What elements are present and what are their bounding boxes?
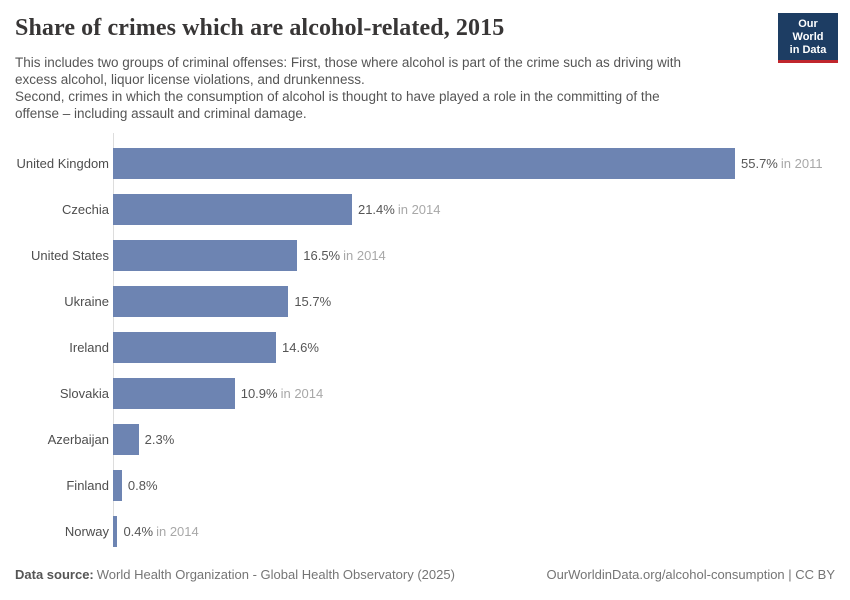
value-label: 2.3% [145, 432, 175, 447]
bar-row: Finland 0.8% [0, 462, 850, 508]
bar[interactable] [113, 285, 289, 317]
subtitle-line: excess alcohol, liquor license violation… [15, 72, 365, 87]
bar-row: Azerbaijan 2.3% [0, 416, 850, 462]
value-percent: 16.5% [303, 247, 341, 263]
bar[interactable] [113, 423, 139, 455]
year-annotation: in 2014 [280, 385, 324, 401]
bar[interactable] [113, 469, 122, 501]
credit-link[interactable]: OurWorldinData.org/alcohol-consumption |… [546, 567, 835, 582]
bar[interactable] [113, 377, 235, 409]
value-label: 10.9% in 2014 [241, 386, 324, 401]
chart-title: Share of crimes which are alcohol-relate… [15, 15, 505, 41]
bar-row: Norway 0.4% in 2014 [0, 508, 850, 554]
value-percent: 2.3% [144, 431, 175, 447]
bar-row: United States 16.5% in 2014 [0, 232, 850, 278]
bar-row: Ukraine 15.7% [0, 278, 850, 324]
year-annotation: in 2014 [156, 523, 199, 539]
bar-chart: United Kingdom 55.7% in 2011 Czechia 21.4% in… [0, 133, 850, 554]
country-label: Czechia [62, 201, 109, 217]
chart-footer: Data source: World Health Organization - … [15, 567, 835, 582]
data-source: Data source: World Health Organization - … [15, 567, 455, 582]
country-label: United States [30, 247, 109, 263]
value-label: 21.4% in 2014 [358, 202, 441, 217]
subtitle-line: This includes two groups of criminal off… [15, 55, 682, 70]
bar[interactable] [113, 331, 277, 363]
country-label: Finland [66, 477, 109, 493]
bar[interactable] [113, 193, 352, 225]
value-label: 0.8% [128, 478, 158, 493]
value-label: 0.4% in 2014 [123, 524, 198, 539]
country-label: Slovakia [59, 385, 109, 401]
value-percent: 15.7% [294, 293, 332, 309]
bar-row: United Kingdom 55.7% in 2011 [0, 140, 850, 186]
bar-rows: United Kingdom 55.7% in 2011 Czechia 21.4% in… [0, 140, 850, 554]
year-annotation: in 2011 [780, 155, 823, 171]
bar[interactable] [113, 147, 735, 179]
country-label: Ireland [69, 339, 109, 355]
value-percent: 0.8% [127, 477, 158, 493]
year-annotation: in 2014 [343, 247, 386, 263]
country-label: Norway [64, 523, 109, 539]
logo-line-2: in Data [789, 44, 827, 56]
value-percent: 0.4% [123, 523, 154, 539]
country-label: United Kingdom [16, 155, 110, 171]
year-annotation: in 2014 [397, 201, 441, 217]
bar-row: Ireland 14.6% [0, 324, 850, 370]
subtitle-line: Second, crimes in which the consumption … [15, 89, 660, 104]
country-label: Ukraine [64, 293, 109, 309]
value-label: 14.6% [282, 340, 319, 355]
bar[interactable] [113, 239, 298, 271]
bar[interactable] [113, 515, 118, 547]
value-label: 16.5% in 2014 [303, 248, 386, 263]
chart-subtitle: This includes two groups of criminal off… [15, 54, 785, 122]
value-percent: 10.9% [240, 385, 278, 401]
country-label: Azerbaijan [47, 431, 109, 447]
bar-row: Czechia 21.4% in 2014 [0, 186, 850, 232]
owid-logo: Our World in Data [778, 13, 838, 63]
logo-line-1: Our World [792, 18, 824, 43]
value-percent: 21.4% [357, 201, 395, 217]
data-source-text: World Health Organization - Global Healt… [96, 567, 455, 582]
value-label: 15.7% [294, 294, 331, 309]
value-percent: 14.6% [282, 339, 319, 355]
subtitle-line: offense – including assault and criminal… [15, 106, 307, 121]
data-source-label: Data source: [15, 567, 94, 582]
bar-row: Slovakia 10.9% in 2014 [0, 370, 850, 416]
value-percent: 55.7% [741, 155, 778, 171]
value-label: 55.7% in 2011 [741, 156, 823, 171]
